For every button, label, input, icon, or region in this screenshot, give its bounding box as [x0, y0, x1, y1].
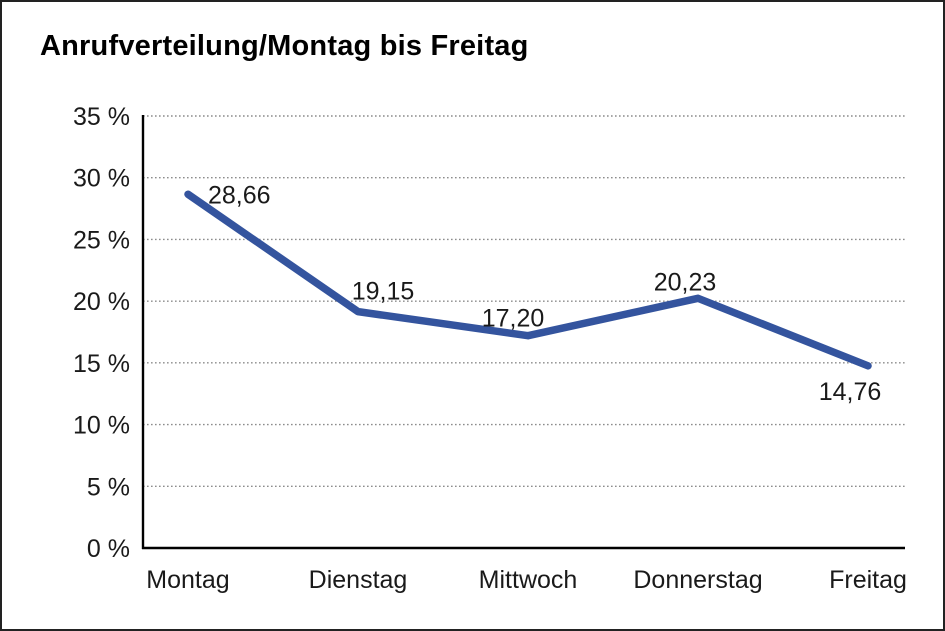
y-axis-tick-label: 5 %	[87, 473, 130, 501]
x-axis-label: Dienstag	[309, 566, 408, 594]
y-axis-tick-label: 20 %	[73, 288, 130, 316]
data-point-label: 17,20	[482, 305, 545, 333]
x-axis-label: Mittwoch	[479, 566, 578, 594]
x-axis-label: Freitag	[829, 566, 907, 594]
series-line	[184, 190, 872, 370]
chart-title: Anrufverteilung/Montag bis Freitag	[40, 30, 529, 62]
y-axis-tick-label: 30 %	[73, 165, 130, 193]
data-point-label: 20,23	[654, 268, 717, 296]
y-axis-tick-label: 15 %	[73, 350, 130, 378]
y-axis-tick-label: 10 %	[73, 412, 130, 440]
data-point-label: 19,15	[352, 278, 415, 306]
x-axis-label: Donnerstag	[633, 566, 762, 594]
y-axis-tick-label: 35 %	[73, 103, 130, 131]
data-point-label: 28,66	[208, 181, 271, 209]
data-point-label: 14,76	[819, 378, 882, 406]
y-axis-tick-label: 0 %	[87, 535, 130, 563]
x-axis-label: Montag	[146, 566, 229, 594]
y-axis-tick-label: 25 %	[73, 226, 130, 254]
